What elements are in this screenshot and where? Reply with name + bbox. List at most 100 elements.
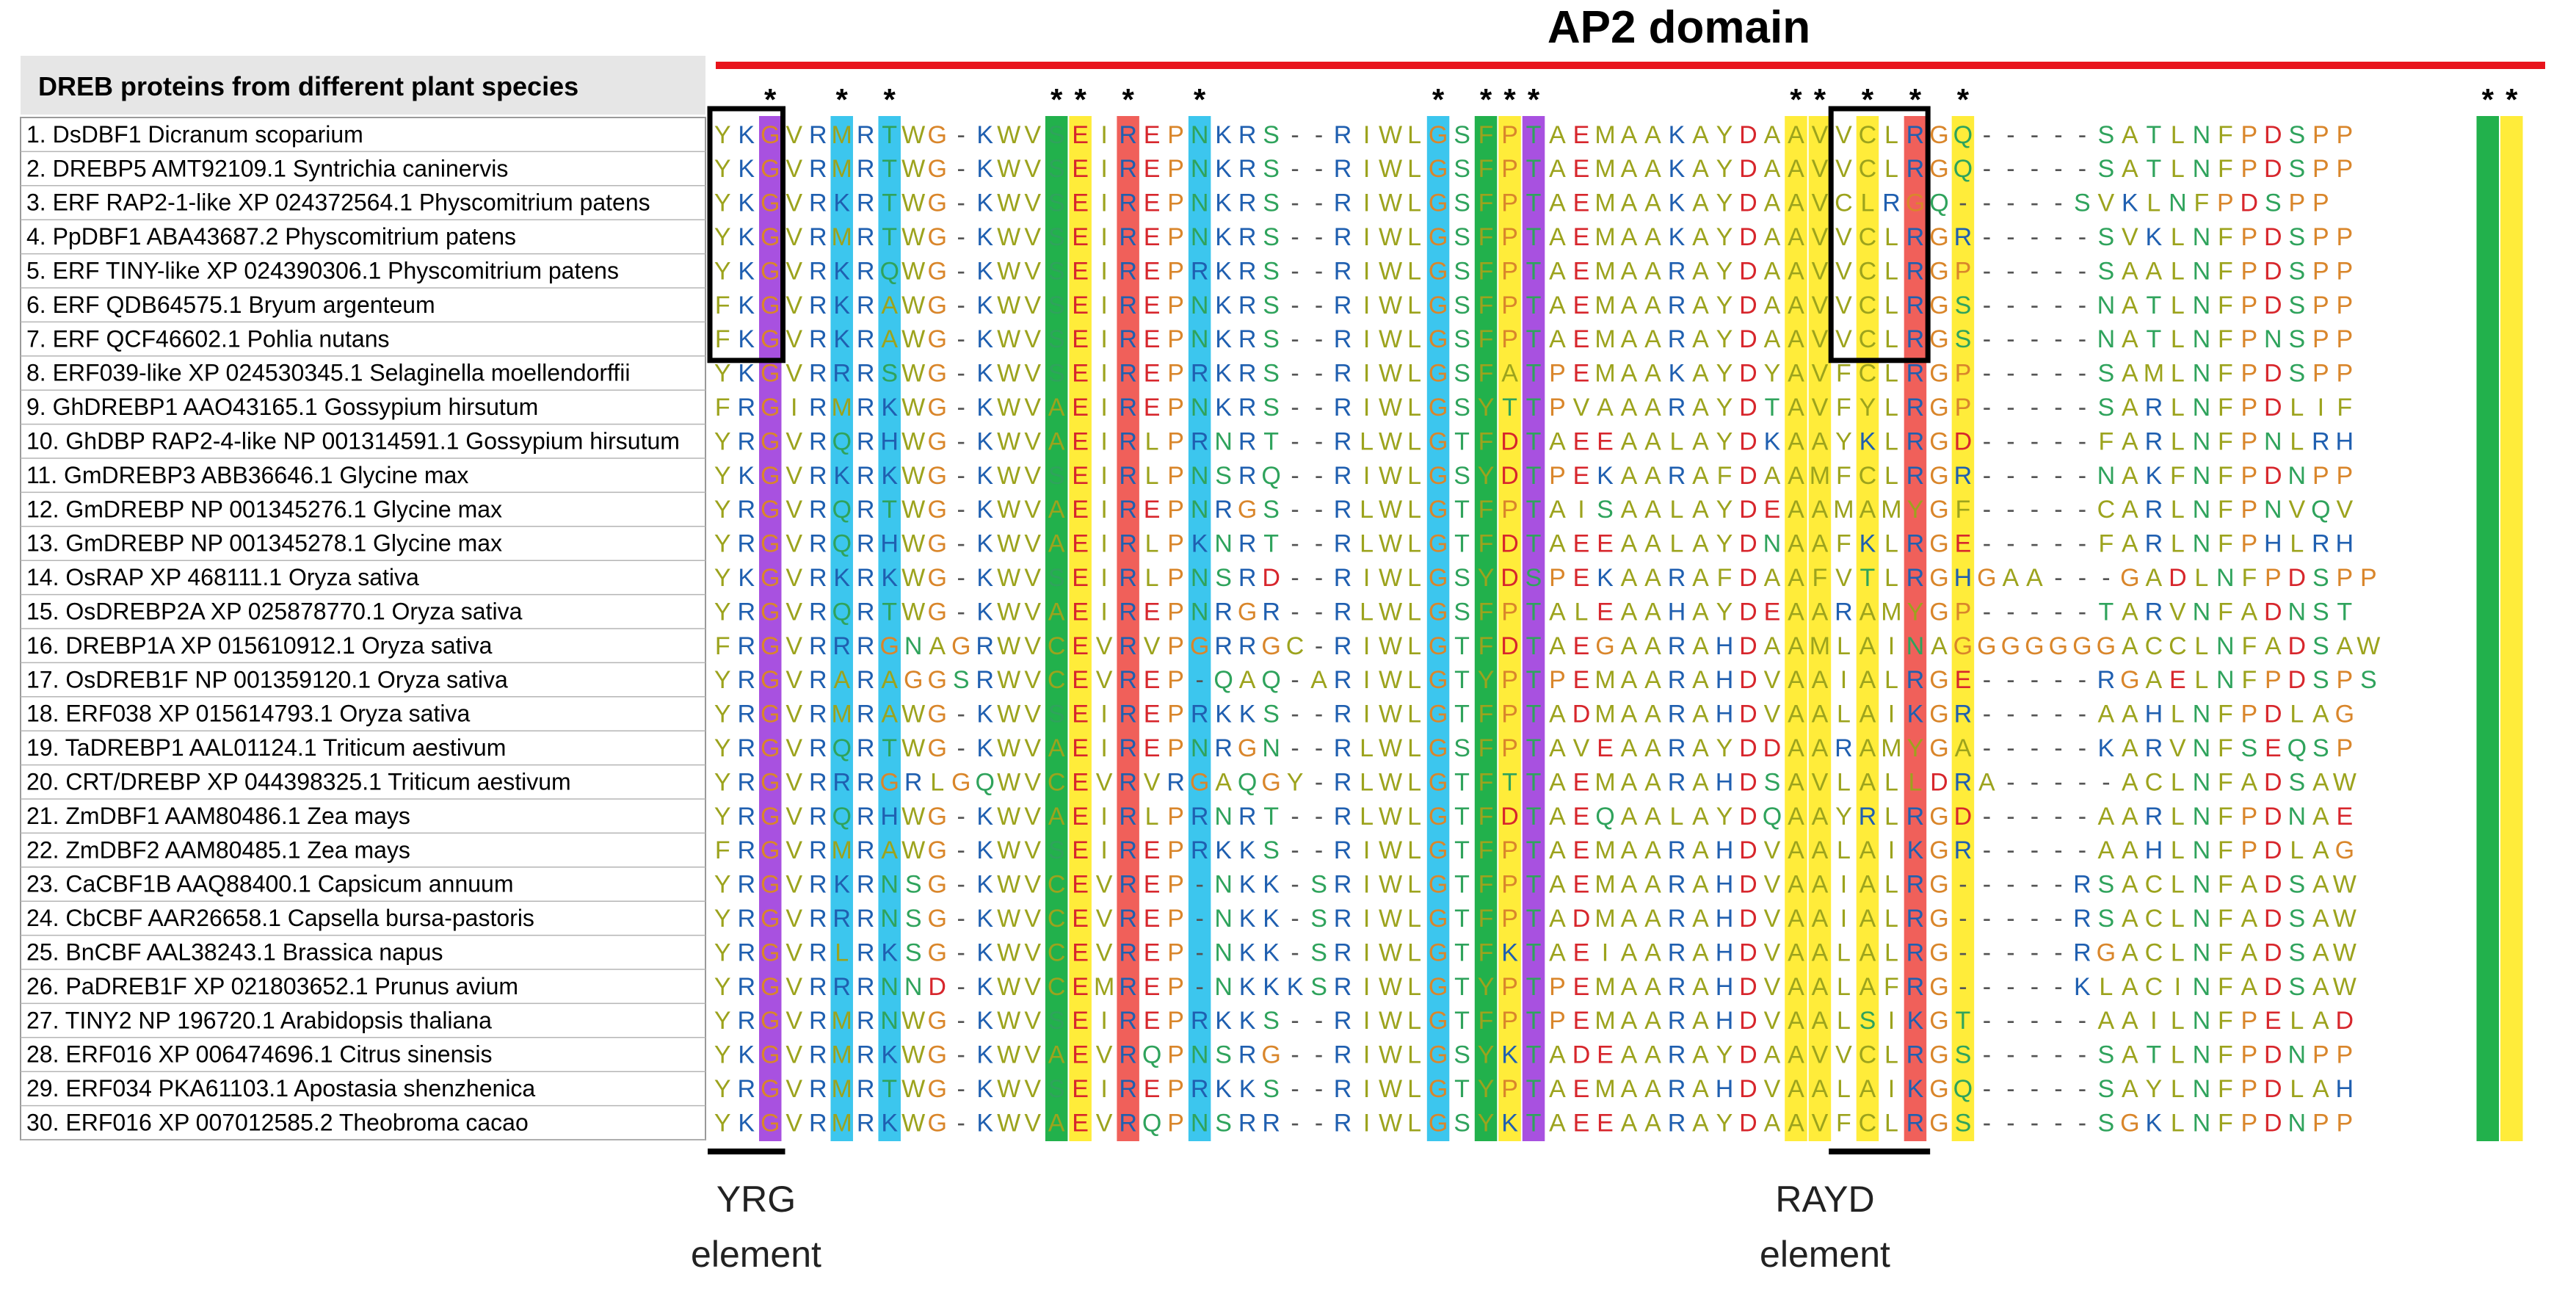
residue: A [1788,1075,1804,1103]
residue: P [2217,189,2234,217]
residue: T [1454,530,1470,558]
residue: E [1573,530,1590,558]
residue: E [2336,803,2353,831]
yrg-box [707,106,786,364]
residue: - [1291,734,1299,762]
residue: T [1526,360,1542,388]
residue: P [1501,496,1518,524]
residue: E [1144,1007,1161,1035]
residue: L [1360,803,1374,831]
residue: R [1668,836,1686,864]
residue: N [1191,1041,1209,1069]
residue: - [1983,292,1991,319]
residue: A [1048,427,1065,455]
residue: K [1239,871,1256,899]
residue: F [2218,257,2233,285]
residue: R [737,496,755,524]
residue: G [927,1075,946,1103]
residue: Y [714,734,731,762]
residue: F [1836,462,1851,490]
residue: E [1597,1041,1614,1069]
residue: V [786,905,802,933]
residue: P [2336,292,2353,319]
motif-boxes [707,106,1931,364]
residue: W [997,530,1020,558]
residue: L [1407,632,1421,660]
residue: S [1860,1007,1876,1035]
residue: W [997,666,1020,694]
residue: R [832,360,851,388]
residue: Q [832,598,851,626]
residue: A [2146,666,2163,694]
highlight-column-33 [1498,116,1521,1141]
residue: L [2171,836,2185,864]
residue: F [2218,768,2233,796]
residue: G [927,734,946,762]
residue: G [879,632,899,660]
residue: V [1573,394,1590,422]
residue: K [1215,360,1232,388]
residue: T [1454,427,1470,455]
residue: - [957,155,965,183]
residue: R [1668,325,1686,353]
residue: Y [714,155,731,183]
residue: N [880,973,899,1001]
residue: E [1573,871,1590,899]
residue: A [2146,564,2163,592]
residue: V [1764,905,1781,933]
residue: V [1764,836,1781,864]
residue: D [1739,223,1757,251]
residue: W [997,905,1020,933]
residue: - [1983,155,1991,183]
residue: V [786,871,802,899]
residue: - [1983,1041,1991,1069]
residue: R [1334,1109,1352,1137]
residue: A [1860,871,1876,899]
residue: L [1884,155,1898,183]
residue: V [1812,1041,1829,1069]
residue: - [2054,530,2062,558]
table-header-bg [21,56,705,115]
residue: R [1334,598,1352,626]
residue: K [976,257,993,285]
residue: R [737,427,755,455]
residue: G [1929,598,1948,626]
residue: R [1334,325,1352,353]
residue: F [2218,462,2233,490]
residue: E [1573,121,1590,149]
residue: L [1837,973,1851,1001]
residue: T [1526,734,1542,762]
residue: P [2312,1041,2329,1069]
residue: S [1263,1007,1280,1035]
residue: N [880,871,899,899]
residue: P [1167,905,1184,933]
residue: L [2290,530,2304,558]
rayd-element-line1: RAYD [1775,1179,1874,1220]
residue: A [1764,155,1781,183]
residue: - [2031,1109,2039,1137]
residue: I [1363,394,1370,422]
residue: - [2031,325,2039,353]
residue: P [1501,121,1518,149]
residue: R [737,939,755,966]
residue: S [1215,1041,1232,1069]
residue: S [905,939,922,966]
residue: F [2194,189,2209,217]
residue: M [1594,223,1615,251]
residue: G [761,189,780,217]
residue: N [2193,1041,2211,1069]
residue: K [976,121,993,149]
residue: - [2054,666,2062,694]
residue: L [2171,325,2185,353]
residue: R [1119,121,1137,149]
residue: - [2054,462,2062,490]
residue: R [2145,734,2163,762]
residue: P [1549,1007,1566,1035]
residue: A [1788,257,1804,285]
residue: - [2078,1109,2086,1137]
residue: S [1263,223,1280,251]
residue: T [1454,871,1470,899]
residue: A [1621,325,1638,353]
residue: - [2054,564,2062,592]
residue: G [1977,632,1996,660]
